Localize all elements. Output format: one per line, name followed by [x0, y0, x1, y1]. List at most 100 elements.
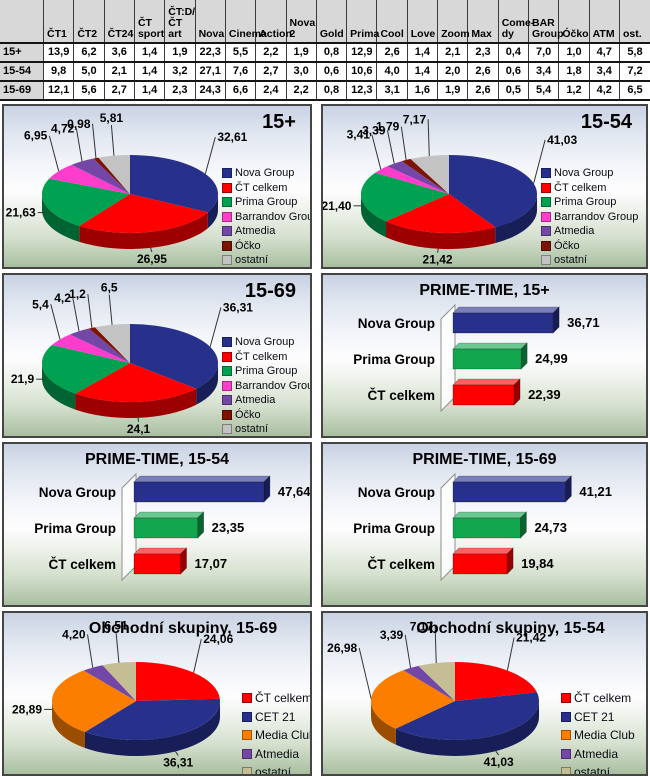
legend-label: Atmedia — [235, 225, 276, 238]
bar-category-label: Nova Group — [39, 485, 116, 500]
column-header: Óčko — [558, 0, 590, 44]
legend-label: ostatní — [235, 254, 269, 267]
pie-slice-side-prima-group — [42, 194, 80, 242]
table-cell: 1,4 — [133, 62, 165, 82]
table-cell: 2,6 — [467, 81, 499, 101]
table-cell: 7,2 — [618, 62, 650, 82]
pie-value-label: 21,9 — [11, 372, 35, 386]
legend-swatch-icon — [222, 337, 232, 348]
pie-slice-side-prima-group — [361, 194, 387, 238]
pie-legend: Nova Group ČT celkem Prima Group Barrandov … — [222, 335, 310, 436]
table-cell: 6,2 — [73, 43, 105, 63]
legend-label: ostatní — [235, 423, 269, 436]
legend-label: Prima Group — [235, 365, 298, 378]
table-cell: 1,6 — [406, 81, 438, 101]
bar-value-label: 19,84 — [521, 556, 554, 571]
legend-swatch-icon — [541, 255, 551, 266]
bar-top-čt-celkem — [133, 547, 188, 555]
pie-slice-nova-group — [449, 155, 537, 228]
legend-swatch-icon — [222, 395, 232, 406]
table-cell: 2,4 — [255, 81, 286, 101]
pie-value-label: 7,17 — [410, 619, 434, 633]
legend-swatch-icon — [242, 693, 252, 704]
table-cell: 13,9 — [42, 43, 74, 63]
pie-leader-line — [87, 634, 94, 668]
pie-slice-ostatní — [418, 662, 455, 701]
table-cell: 24,3 — [194, 81, 226, 101]
legend-label: Atmedia — [574, 746, 619, 761]
legend-item-nova-group: Nova Group — [222, 335, 310, 350]
table-cell: 3,0 — [285, 62, 317, 82]
pie-slice-side-cet-21 — [395, 701, 539, 756]
row-header: 15+ — [0, 43, 44, 63]
legend-label: Nova Group — [235, 336, 295, 349]
legend-item-óčko: Óčko — [222, 239, 310, 254]
legend-swatch-icon — [541, 240, 551, 251]
column-header: Nova 2 — [285, 0, 317, 44]
legend-item-čt-celkem: ČT celkem — [222, 181, 310, 196]
legend-item-atmedia: Atmedia — [541, 224, 638, 239]
pie-svg: 24,06 36,31 28,89 4,20 6,51 — [12, 619, 234, 770]
pie-leader-line — [48, 135, 60, 172]
panel-pie-15plus: 15+ 32,61 26,95 21,63 6,95 4,72 0,98 5,81 Nova… — [2, 104, 312, 269]
legend-swatch-icon — [222, 366, 232, 377]
pie-slice-ostatní — [94, 324, 130, 363]
table-cell: 4,7 — [588, 43, 620, 63]
legend-label: ČT celkem — [554, 181, 607, 194]
row-header: 15-54 — [0, 62, 44, 82]
legend-swatch-icon — [541, 211, 551, 222]
bar-čt-celkem — [452, 384, 515, 406]
pie-leader-line — [437, 248, 439, 253]
chart-title: Obchodní skupiny, 15-69 — [88, 620, 278, 637]
pie-leader-line — [495, 750, 500, 756]
table-cell: 2,6 — [467, 62, 499, 82]
pie-slice-media-club — [371, 670, 455, 729]
channel-share-table: ČT1 ČT2 ČT24 ČT sport ČT:D/ ČT art Nova Cinema… — [0, 0, 650, 101]
pie-slice-side-čt-celkem — [75, 388, 197, 418]
pie-value-label: 3,39 — [362, 123, 386, 137]
pie-value-label: 0,98 — [67, 117, 91, 131]
pie-slice-side-media-club — [371, 701, 396, 745]
pie-value-label: 1,79 — [376, 120, 400, 134]
pie-slice-barrandov-group — [49, 164, 130, 194]
pie-value-label: 1,2 — [69, 287, 86, 301]
pie-leader-line — [87, 294, 93, 328]
legend-item-čt-celkem: ČT celkem — [541, 181, 638, 196]
bar-category-label: Prima Group — [353, 521, 435, 536]
legend-item-prima-group: Prima Group — [222, 195, 310, 210]
pie-slice-barrandov-group — [375, 166, 449, 194]
legend-item-atmedia: Atmedia — [561, 745, 635, 764]
legend-swatch-icon — [242, 748, 252, 759]
pie-leader-line — [193, 639, 202, 673]
legend-swatch-icon — [561, 693, 571, 704]
legend-item-ostatní: ostatní — [561, 763, 635, 774]
table-cell: 10,6 — [346, 62, 377, 82]
legend-item-media-club: Media Club — [561, 726, 635, 745]
pie-leader-line — [209, 307, 222, 348]
pie-slice-prima-group — [361, 172, 449, 222]
legend-label: Óčko — [235, 239, 261, 252]
pie-slice-side-nova-group — [207, 194, 219, 229]
legend-label: CET 21 — [255, 709, 296, 724]
legend-swatch-icon — [222, 168, 232, 179]
pie-leader-line — [50, 304, 61, 340]
pie-slice-side-prima-group — [42, 363, 76, 410]
bar-category-label: Prima Group — [34, 521, 116, 536]
pie-value-label: 5,4 — [32, 297, 49, 311]
pie-slice-nova-group — [130, 324, 218, 389]
pie-leader-line — [427, 119, 430, 157]
pie-slice-side-čt-celkem — [386, 221, 496, 249]
legend-item-atmedia: Atmedia — [242, 745, 310, 764]
pie-svg: 36,31 24,1 21,9 5,4 4,21,2 6,5 — [11, 281, 253, 436]
pie-leader-line — [371, 134, 382, 170]
pie-slice-čt-celkem — [136, 662, 220, 701]
bar-category-label: Nova Group — [358, 485, 435, 500]
column-header: Max — [467, 0, 499, 44]
chart-title: PRIME-TIME, 15-54 — [84, 451, 230, 468]
table-corner-cell — [0, 0, 44, 44]
legend-swatch-icon — [541, 182, 551, 193]
pie-leader-line — [506, 637, 515, 671]
table-cell: 3,4 — [527, 62, 559, 82]
pie-value-label: 4,2 — [54, 291, 71, 305]
bar-value-label: 36,71 — [567, 315, 600, 330]
